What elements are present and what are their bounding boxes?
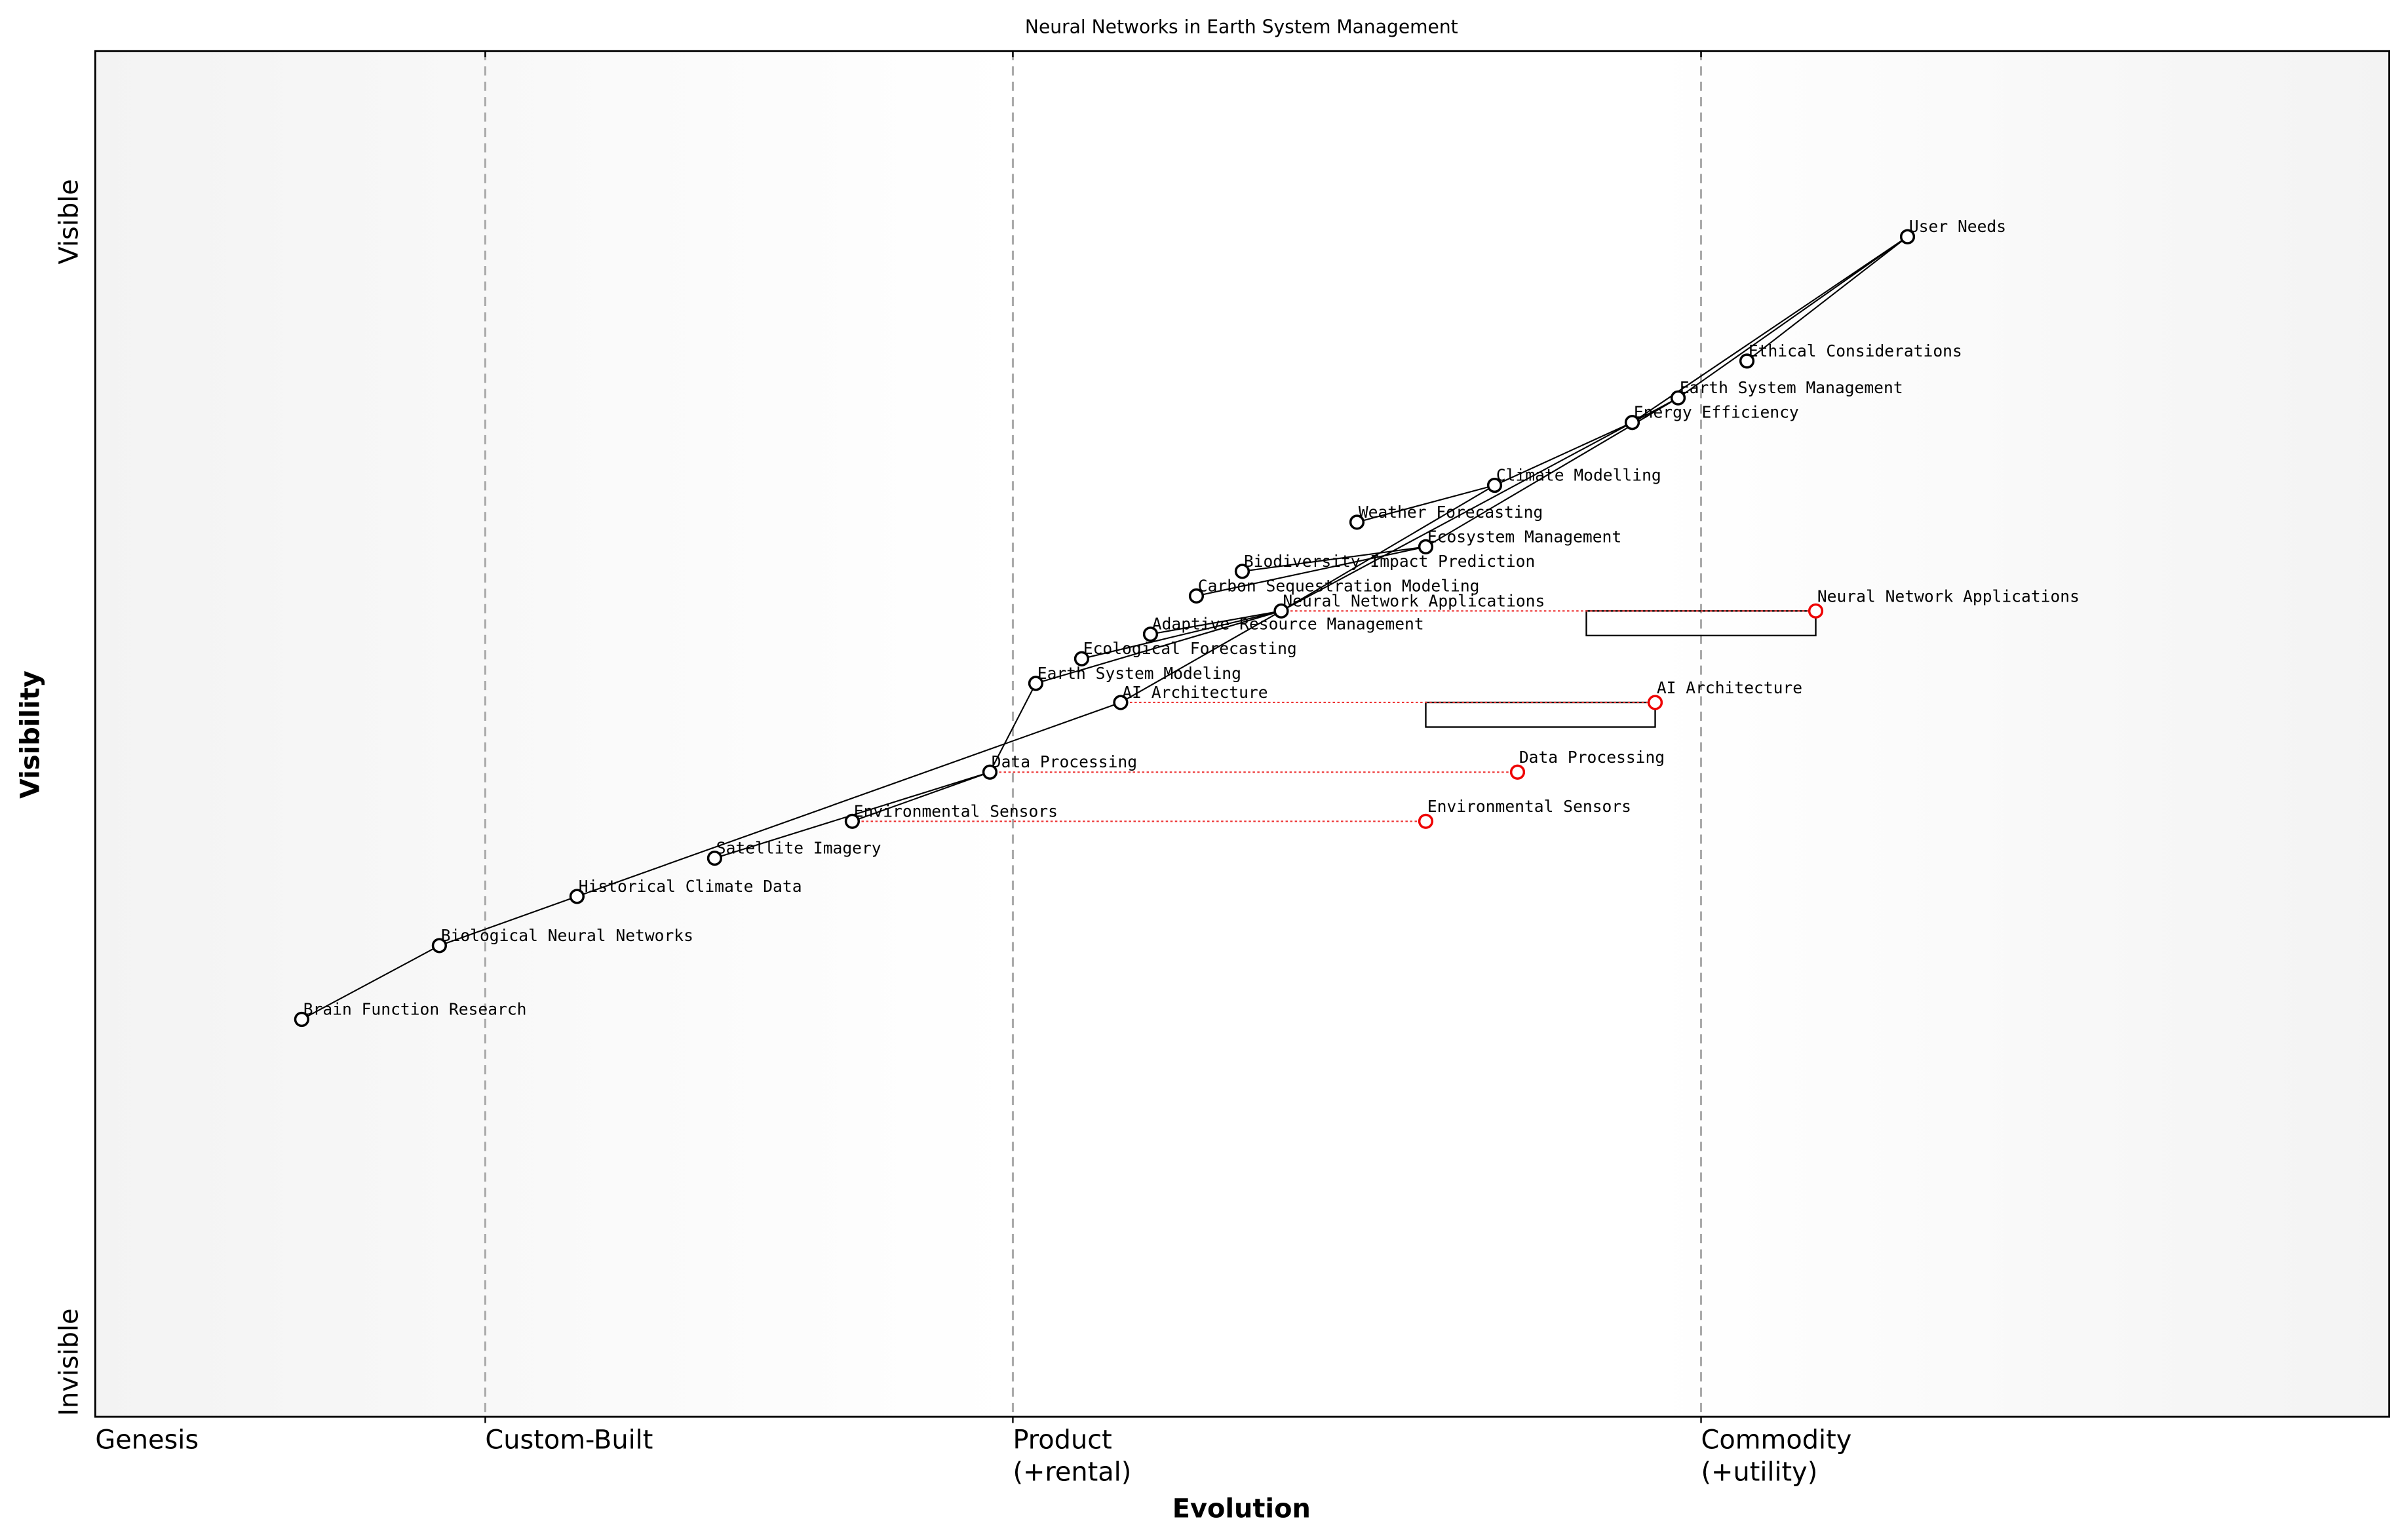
- node-label: Environmental Sensors: [854, 801, 1058, 820]
- link: [577, 701, 1121, 897]
- node-label: Earth System Modeling: [1037, 664, 1241, 683]
- node-label: AI Architecture: [1122, 683, 1268, 702]
- link: [1281, 484, 1496, 612]
- node: [982, 764, 998, 780]
- link: [1357, 484, 1495, 523]
- node: [844, 813, 861, 829]
- node: [1074, 651, 1090, 666]
- node: [1188, 588, 1205, 604]
- link: [1746, 236, 1908, 362]
- node: [569, 889, 585, 904]
- evolved-node-label: Environmental Sensors: [1427, 797, 1631, 816]
- node-label: Energy Efficiency: [1634, 403, 1799, 422]
- link: [1120, 610, 1282, 703]
- link: [852, 771, 990, 822]
- node: [1899, 229, 1916, 244]
- node-label: User Needs: [1909, 217, 2006, 236]
- plot-background: [95, 50, 2390, 1417]
- node: [1670, 390, 1686, 406]
- node: [1624, 415, 1640, 431]
- link: [1035, 610, 1282, 684]
- x-tick-label-line: (+rental): [1013, 1457, 1131, 1487]
- plot-frame: [94, 50, 2390, 1418]
- node-label: Data Processing: [992, 752, 1137, 771]
- node: [1028, 676, 1044, 691]
- node-label: Ecosystem Management: [1427, 527, 1621, 546]
- evolved-node: [1418, 813, 1434, 829]
- x-tick-label-line: Genesis: [95, 1425, 199, 1455]
- y-tick-label: Visible: [54, 179, 84, 264]
- evolved-node-label: AI Architecture: [1657, 678, 1802, 697]
- x-axis-label: Evolution: [1172, 1494, 1311, 1524]
- x-tick-label: Genesis: [95, 1425, 199, 1455]
- node-label: Weather Forecasting: [1359, 503, 1543, 522]
- link: [439, 895, 577, 946]
- node: [1142, 626, 1159, 642]
- node-label: Biodiversity Impact Prediction: [1244, 552, 1535, 571]
- x-tick-label-line: Commodity: [1701, 1425, 1852, 1455]
- link: [1081, 610, 1282, 660]
- x-tick-label-line: Product: [1013, 1425, 1112, 1455]
- node-label: Neural Network Applications: [1283, 591, 1545, 610]
- node-label: Carbon Sequestration Modeling: [1198, 576, 1480, 595]
- node: [1418, 539, 1434, 554]
- node-label: Biological Neural Networks: [441, 926, 693, 945]
- node-label: Ethical Considerations: [1749, 341, 1962, 360]
- x-tick-label-line: Custom-Built: [485, 1425, 653, 1455]
- evolved-node: [1808, 603, 1824, 619]
- node: [1349, 514, 1365, 530]
- node: [1234, 564, 1250, 579]
- link: [1281, 397, 1679, 612]
- x-tick-label: Custom-Built: [485, 1425, 653, 1455]
- evolved-node: [1647, 695, 1663, 710]
- node-label: Adaptive Resource Management: [1152, 615, 1424, 634]
- x-tick-label: Commodity (+utility): [1701, 1425, 1852, 1487]
- evolved-node: [1509, 764, 1526, 780]
- evolved-node-label: Neural Network Applications: [1817, 587, 2080, 606]
- node-label: Historical Climate Data: [579, 877, 802, 896]
- node: [1486, 477, 1503, 493]
- node: [706, 850, 723, 866]
- node: [431, 938, 447, 953]
- link: [1196, 546, 1426, 597]
- node: [1113, 695, 1129, 710]
- node-label: Earth System Management: [1680, 378, 1903, 397]
- link: [1150, 610, 1282, 635]
- x-tick-label-line: (+utility): [1701, 1457, 1818, 1487]
- node-label: Ecological Forecasting: [1083, 639, 1297, 658]
- link: [1677, 236, 1908, 399]
- link: [1242, 546, 1426, 572]
- chart-title: Neural Networks in Earth System Manageme…: [1025, 16, 1458, 38]
- node: [1739, 353, 1755, 369]
- node-label: Climate Modelling: [1496, 466, 1661, 485]
- x-tick-label: Product (+rental): [1013, 1425, 1131, 1487]
- y-tick-label: Invisible: [54, 1308, 84, 1415]
- node-label: Brain Function Research: [303, 999, 527, 1018]
- evolved-node-label: Data Processing: [1519, 748, 1665, 767]
- link: [301, 945, 440, 1020]
- node-label: Satellite Imagery: [716, 839, 881, 858]
- node: [1273, 603, 1289, 619]
- link: [1494, 421, 1633, 486]
- node: [294, 1011, 309, 1028]
- link: [989, 683, 1037, 773]
- y-axis-label: Visibility: [16, 670, 46, 799]
